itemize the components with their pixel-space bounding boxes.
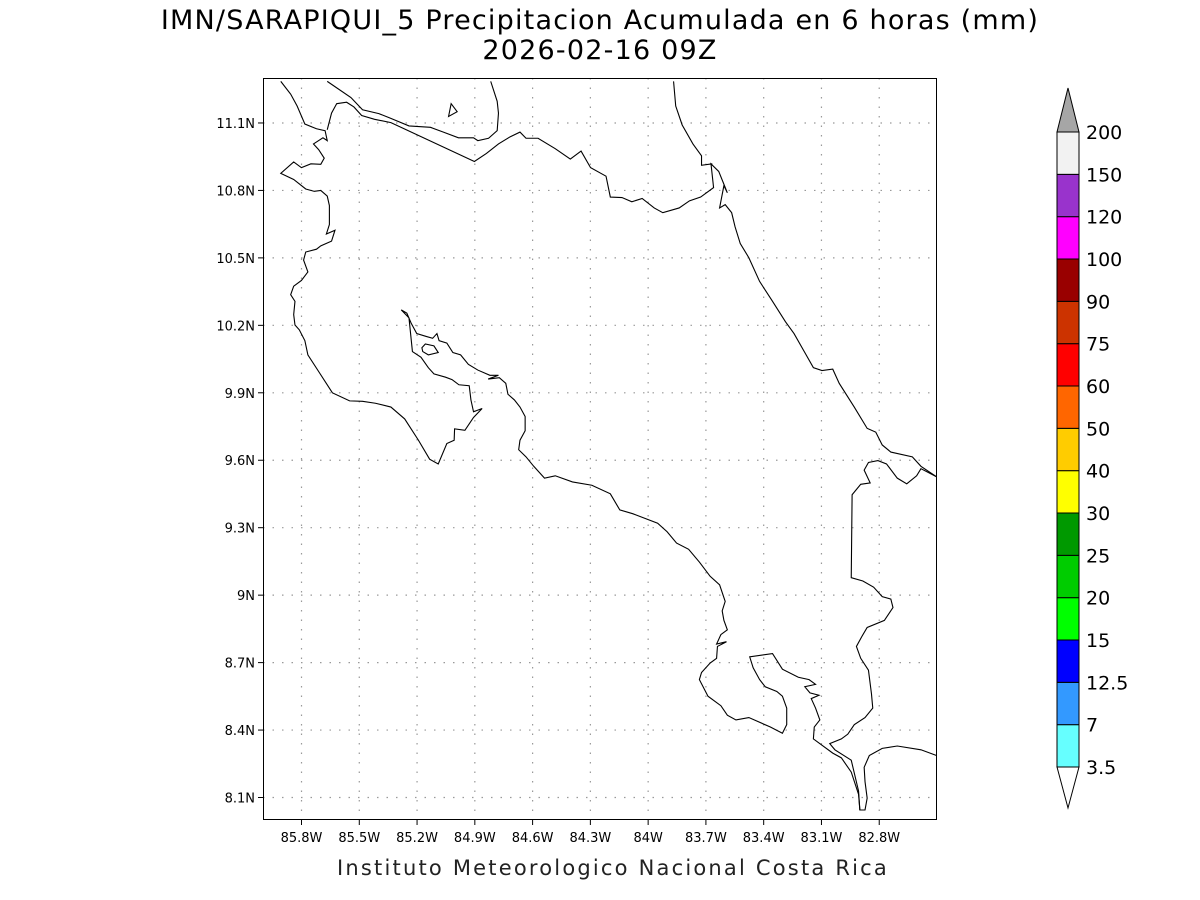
lon-tick-label: 84W — [633, 831, 663, 846]
colorbar-swatch — [1056, 258, 1080, 302]
colorbar-swatch — [1056, 681, 1080, 726]
lat-tick-label: 9.6N — [225, 454, 255, 469]
colorbar-swatch — [1056, 216, 1080, 260]
lat-tick-label: 10.5N — [216, 252, 255, 267]
colorbar-above-triangle — [1056, 87, 1080, 133]
caribbean-coast-north — [674, 81, 713, 165]
colorbar-swatch — [1056, 385, 1080, 429]
colorbar-swatch — [1056, 512, 1080, 556]
lon-tick-label: 84.6W — [512, 831, 554, 846]
lat-tick-label: 10.8N — [216, 184, 255, 199]
lat-tick-label: 8.1N — [225, 792, 255, 807]
lat-tick-label: 10.2N — [216, 319, 255, 334]
lon-tick-label: 82.8W — [858, 831, 900, 846]
colorbar-swatch — [1056, 470, 1080, 514]
colorbar-label: 150 — [1086, 164, 1122, 186]
colorbar-label: 120 — [1086, 207, 1122, 229]
colorbar-label: 12.5 — [1086, 672, 1128, 694]
lat-tick-label: 9.3N — [225, 522, 255, 537]
lon-tick-label: 85.8W — [281, 831, 323, 846]
map-frame — [263, 78, 937, 820]
colorbar-swatch — [1056, 597, 1080, 641]
lon-tick-label: 83.7W — [685, 831, 727, 846]
colorbar-swatch — [1056, 173, 1080, 218]
colorbar-swatch — [1056, 131, 1080, 175]
northern-border-caribbean-coastline — [327, 102, 936, 477]
colorbar-swatch — [1056, 639, 1080, 683]
lon-tick-label: 84.3W — [569, 831, 611, 846]
footer-credit: Instituto Meteorologico Nacional Costa R… — [337, 856, 889, 880]
colorbar-label: 75 — [1086, 334, 1110, 356]
colorbar-label: 3.5 — [1086, 757, 1116, 779]
colorbar-label: 200 — [1086, 122, 1122, 144]
lon-tick-label: 85.2W — [396, 831, 438, 846]
colorbar-swatch — [1056, 343, 1080, 387]
colorbar-swatch — [1056, 554, 1080, 599]
chart-title: IMN/SARAPIQUI_5 Precipitacion Acumulada … — [160, 5, 1040, 36]
island — [422, 344, 438, 355]
chart-date: 2026-02-16 09Z — [482, 35, 718, 66]
colorbar-below-triangle — [1056, 766, 1080, 810]
pacific-coastline — [281, 81, 936, 810]
island — [449, 104, 458, 117]
colorbar-label: 20 — [1086, 588, 1110, 610]
colorbar-swatch — [1056, 300, 1080, 345]
colorbar-swatch — [1056, 427, 1080, 472]
lat-tick-label: 8.7N — [225, 657, 255, 672]
colorbar-swatch — [1056, 724, 1080, 768]
colorbar-label: 50 — [1086, 418, 1110, 440]
lon-tick-label: 83.1W — [801, 831, 843, 846]
colorbar-label: 100 — [1086, 249, 1122, 271]
colorbar-label: 15 — [1086, 630, 1110, 652]
colorbar-label: 60 — [1086, 376, 1110, 398]
colorbar-label: 40 — [1086, 461, 1110, 483]
coastline-map — [264, 79, 936, 819]
lat-tick-label: 11.1N — [216, 117, 255, 132]
lat-tick-label: 9N — [237, 589, 255, 604]
lon-tick-label: 83.4W — [743, 831, 785, 846]
colorbar-label: 25 — [1086, 545, 1110, 567]
lat-tick-label: 9.9N — [225, 387, 255, 402]
lake-shoreline — [327, 81, 498, 140]
colorbar-label: 90 — [1086, 291, 1110, 313]
lat-tick-label: 8.4N — [225, 724, 255, 739]
lon-tick-label: 84.9W — [454, 831, 496, 846]
panama-border-coastline — [830, 461, 936, 810]
colorbar-label: 7 — [1086, 715, 1098, 737]
colorbar-label: 30 — [1086, 503, 1110, 525]
lon-tick-label: 85.5W — [338, 831, 380, 846]
